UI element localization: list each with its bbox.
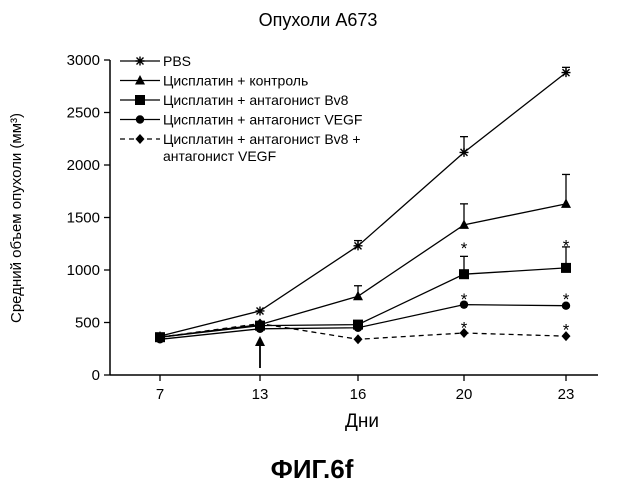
legend-label: Цисплатин + контроль xyxy=(163,73,308,89)
y-tick-label: 1000 xyxy=(67,262,100,279)
annotation-layer: * * * * * * xyxy=(255,237,570,368)
data-point xyxy=(353,291,363,301)
legend-marker xyxy=(135,95,145,105)
legend-marker xyxy=(136,115,144,123)
significance-star: * xyxy=(563,321,570,340)
chart-title: Опухоли А673 xyxy=(259,10,378,30)
legend-item-1: PBS xyxy=(120,53,191,69)
x-ticks: 7 13 16 20 23 xyxy=(156,375,575,403)
legend-marker xyxy=(136,57,145,66)
x-tick-label: 16 xyxy=(350,386,367,403)
arrow-head xyxy=(255,336,265,346)
y-ticks: 0 500 1000 1500 2000 2500 3000 xyxy=(67,52,110,384)
data-point xyxy=(562,68,571,77)
legend: PBS Цисплатин + контроль Цисплатин + антаг… xyxy=(120,53,362,164)
y-axis-label: Средний объем опухоли (мм³) xyxy=(8,113,25,323)
data-point xyxy=(354,334,363,344)
legend-label: Цисплатин + антагонист VEGF xyxy=(163,112,362,128)
x-axis-label: Дни xyxy=(345,411,379,432)
significance-star: * xyxy=(461,319,468,338)
data-point xyxy=(460,148,469,157)
data-point xyxy=(561,198,571,208)
legend-marker xyxy=(135,75,145,85)
y-tick-label: 0 xyxy=(92,367,100,384)
significance-star: * xyxy=(461,239,468,258)
y-tick-label: 2000 xyxy=(67,157,100,174)
data-point xyxy=(459,269,469,279)
significance-star: * xyxy=(563,290,570,309)
x-tick-label: 13 xyxy=(252,386,269,403)
series-1 xyxy=(156,67,571,340)
significance-star: * xyxy=(563,237,570,256)
y-tick-label: 1500 xyxy=(67,210,100,227)
data-point xyxy=(354,241,363,250)
legend-label: антагонист VEGF xyxy=(163,148,276,164)
y-tick-label: 3000 xyxy=(67,52,100,69)
legend-marker xyxy=(136,134,145,144)
x-tick-label: 20 xyxy=(456,386,473,403)
chart: Опухоли А673 0 500 1000 1500 2000 2500 3000 7 1… xyxy=(0,0,623,499)
series-2 xyxy=(155,174,571,341)
y-tick-label: 2500 xyxy=(67,105,100,122)
series-line xyxy=(160,204,566,337)
legend-item-2: Цисплатин + контроль xyxy=(120,73,308,89)
data-point xyxy=(354,324,362,332)
legend-item-5: Цисплатин + антагонист Bv8 +антагонист V… xyxy=(120,131,361,164)
series-3 xyxy=(155,247,571,342)
legend-label: PBS xyxy=(163,53,191,69)
legend-label: Цисплатин + антагонист Bv8 xyxy=(163,92,349,108)
data-point xyxy=(561,263,571,273)
significance-star: * xyxy=(461,290,468,309)
legend-label: Цисплатин + антагонист Bv8 + xyxy=(163,131,361,147)
series-layer xyxy=(155,67,571,344)
figure-caption: ФИГ.6f xyxy=(271,454,354,484)
legend-item-3: Цисплатин + антагонист Bv8 xyxy=(120,92,349,108)
y-tick-label: 500 xyxy=(75,315,100,332)
x-tick-label: 7 xyxy=(156,386,164,403)
treatment-arrow xyxy=(255,336,265,368)
data-point xyxy=(256,306,265,315)
legend-item-4: Цисплатин + антагонист VEGF xyxy=(120,112,362,128)
x-tick-label: 23 xyxy=(558,386,575,403)
